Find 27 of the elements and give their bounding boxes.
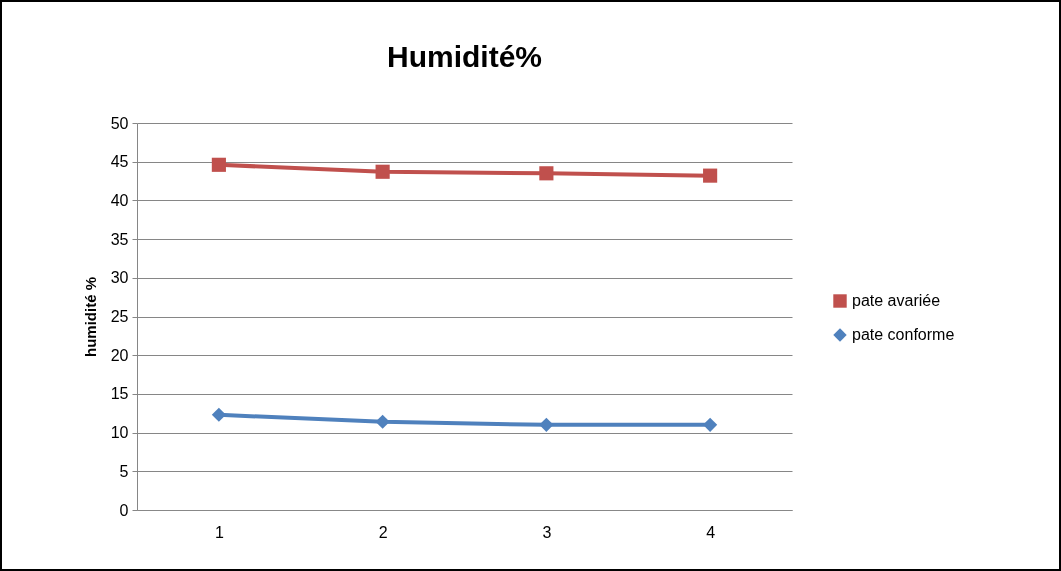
point (539, 166, 554, 181)
y-tick-label: 0 (119, 501, 129, 519)
y-tick-label: 30 (110, 269, 129, 287)
point (375, 414, 390, 429)
y-tick-label: 20 (110, 346, 129, 364)
legend-label: pate avariée (852, 292, 941, 309)
y-axis-title: humidité % (81, 276, 99, 358)
y-tick-label: 25 (110, 308, 129, 325)
x-tick-label: 2 (378, 523, 388, 541)
y-tick-label: 5 (119, 462, 129, 480)
y-tick-label: 45 (110, 153, 129, 171)
y-tick-label: 15 (110, 385, 129, 403)
point (211, 157, 226, 172)
legend-label: pate conforme (852, 326, 955, 343)
point (539, 417, 554, 432)
point (703, 168, 718, 183)
y-tick-label: 35 (110, 230, 129, 248)
point (703, 417, 718, 432)
x-tick-label: 3 (542, 523, 552, 541)
chart-title: Humidité% (386, 40, 543, 73)
point (211, 407, 226, 422)
y-tick-label: 40 (110, 191, 129, 209)
y-tick-label: 10 (110, 424, 129, 442)
x-tick-label: 1 (214, 523, 224, 541)
x-tick-label: 4 (706, 523, 716, 541)
point (375, 164, 390, 179)
y-tick-label: 50 (110, 114, 129, 132)
